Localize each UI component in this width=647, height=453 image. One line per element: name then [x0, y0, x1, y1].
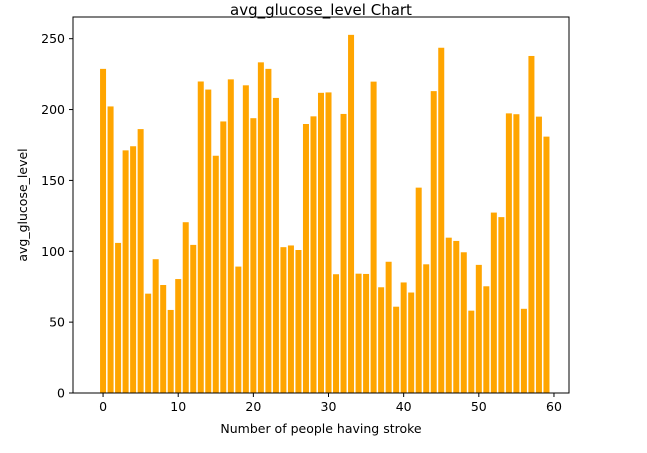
y-tick-label: 200	[41, 102, 65, 117]
bar	[167, 309, 174, 393]
bar	[378, 287, 385, 393]
y-axis-label: avg_glucose_level	[15, 148, 30, 261]
bar	[197, 81, 204, 394]
bar	[235, 266, 242, 393]
bar	[363, 273, 370, 393]
bar	[107, 106, 114, 394]
bar	[498, 217, 505, 393]
bar	[205, 89, 212, 393]
bar	[438, 47, 445, 393]
y-tick-label: 0	[57, 386, 65, 401]
bar	[317, 92, 324, 393]
bar	[340, 113, 347, 393]
bar	[333, 274, 340, 393]
bar	[175, 279, 182, 393]
bar	[528, 55, 535, 393]
bar	[280, 247, 287, 393]
x-tick-label: 40	[396, 399, 412, 414]
bar	[520, 308, 527, 393]
y-axis-ticks: 0 50 100 150 200 250	[41, 31, 73, 401]
x-tick-label: 50	[471, 399, 487, 414]
y-tick-label: 50	[49, 315, 65, 330]
bar	[385, 261, 392, 393]
bar	[535, 116, 542, 393]
bar	[430, 91, 437, 394]
x-tick-label: 60	[546, 399, 562, 414]
bar	[302, 124, 309, 393]
bar	[543, 136, 550, 393]
bar	[287, 245, 294, 393]
bar	[122, 150, 129, 393]
bar	[505, 113, 512, 394]
x-axis-ticks: 0 10 20 30 40 50 60	[99, 393, 562, 414]
bar	[160, 285, 167, 393]
bar	[423, 264, 430, 393]
bar	[468, 310, 475, 393]
bar	[257, 62, 264, 393]
y-tick-label: 250	[41, 31, 65, 46]
bar	[212, 155, 219, 393]
chart-title: avg_glucose_level Chart	[230, 1, 412, 20]
x-tick-label: 10	[170, 399, 186, 414]
x-tick-label: 20	[245, 399, 261, 414]
bar	[100, 68, 107, 394]
y-tick-label: 100	[41, 244, 65, 259]
bar	[242, 85, 249, 393]
bar	[355, 273, 362, 393]
bar	[310, 116, 317, 393]
bar	[190, 244, 197, 393]
bar	[400, 282, 407, 393]
bar	[250, 118, 257, 393]
bar	[182, 222, 189, 393]
bar	[348, 34, 355, 394]
bar	[145, 293, 152, 393]
bar	[453, 240, 460, 393]
bar	[415, 187, 422, 393]
x-axis-label: Number of people having stroke	[220, 421, 422, 436]
plot-frame	[72, 16, 570, 394]
bar	[130, 146, 137, 393]
bar	[483, 286, 490, 393]
bar	[408, 292, 415, 393]
x-tick-label: 30	[321, 399, 337, 414]
bar	[490, 212, 497, 393]
y-tick-label: 150	[41, 173, 65, 188]
bar	[272, 97, 279, 394]
bar	[325, 92, 332, 394]
bar-series	[100, 34, 550, 394]
bar	[475, 264, 482, 393]
x-tick-label: 0	[99, 399, 107, 414]
bar	[513, 114, 520, 393]
bar	[137, 129, 144, 394]
bar	[445, 237, 452, 393]
bar	[220, 121, 227, 393]
bar	[460, 252, 467, 393]
bar	[295, 250, 302, 393]
bar	[227, 79, 234, 394]
bar	[115, 242, 122, 393]
bar	[370, 81, 377, 393]
bar	[152, 259, 159, 393]
bar	[265, 68, 272, 394]
bar	[393, 306, 400, 393]
